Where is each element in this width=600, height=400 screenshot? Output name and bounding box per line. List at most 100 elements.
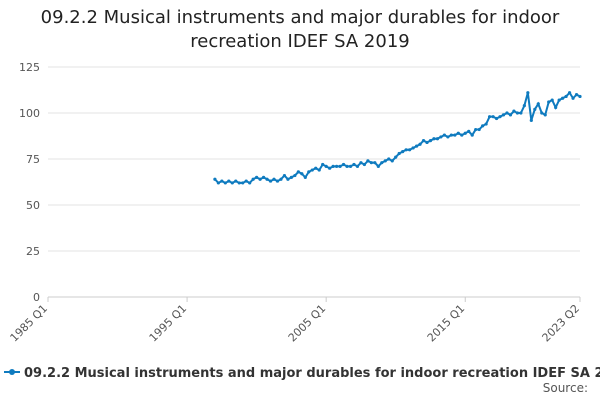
point bbox=[501, 113, 506, 117]
y-tick-label: 75 bbox=[26, 153, 40, 166]
point bbox=[533, 107, 537, 111]
x-tick-label: 2015 Q1 bbox=[425, 302, 468, 345]
point bbox=[536, 102, 540, 106]
point bbox=[390, 159, 394, 163]
point bbox=[567, 91, 572, 95]
point bbox=[394, 155, 398, 159]
legend-label: 09.2.2 Musical instruments and major dur… bbox=[24, 366, 600, 381]
point bbox=[230, 181, 234, 185]
point bbox=[484, 122, 488, 126]
point bbox=[261, 175, 266, 179]
point bbox=[418, 142, 422, 146]
point bbox=[494, 116, 499, 121]
point bbox=[474, 127, 478, 132]
point bbox=[460, 133, 464, 137]
point bbox=[435, 137, 440, 141]
point bbox=[300, 172, 304, 176]
point bbox=[251, 177, 255, 181]
point bbox=[554, 105, 558, 110]
point bbox=[223, 181, 227, 185]
y-tick-label: 50 bbox=[26, 199, 40, 212]
y-tick-label: 100 bbox=[19, 107, 40, 120]
y-tick-label: 125 bbox=[19, 61, 40, 74]
point bbox=[369, 161, 373, 165]
point bbox=[456, 131, 460, 135]
point bbox=[505, 111, 509, 115]
point bbox=[578, 94, 582, 99]
point bbox=[255, 175, 259, 179]
point bbox=[498, 115, 502, 119]
point bbox=[362, 162, 367, 167]
point bbox=[376, 164, 380, 168]
point bbox=[331, 164, 335, 168]
point bbox=[446, 135, 450, 139]
point bbox=[561, 96, 565, 100]
point bbox=[237, 181, 241, 185]
point bbox=[428, 139, 433, 143]
point bbox=[348, 164, 353, 168]
point bbox=[432, 137, 436, 141]
point bbox=[355, 164, 360, 168]
point bbox=[543, 113, 547, 117]
point bbox=[515, 111, 520, 115]
point bbox=[439, 135, 443, 139]
point bbox=[366, 159, 370, 163]
point bbox=[449, 133, 453, 137]
point bbox=[481, 124, 485, 128]
point bbox=[265, 177, 269, 181]
point bbox=[411, 146, 415, 150]
point bbox=[282, 173, 287, 178]
point bbox=[512, 109, 516, 113]
point bbox=[248, 181, 252, 185]
point bbox=[522, 104, 526, 108]
point bbox=[307, 170, 311, 174]
x-tick-label: 2005 Q1 bbox=[286, 302, 329, 345]
point bbox=[335, 164, 339, 168]
point bbox=[359, 161, 363, 165]
point bbox=[557, 98, 561, 102]
point bbox=[571, 96, 575, 100]
point bbox=[564, 94, 568, 99]
point bbox=[296, 170, 300, 174]
point bbox=[244, 179, 248, 183]
point bbox=[519, 111, 523, 115]
point bbox=[404, 148, 408, 152]
point bbox=[216, 181, 220, 185]
point bbox=[213, 177, 217, 181]
x-tick-label: 2023 Q2 bbox=[540, 302, 583, 345]
point bbox=[408, 148, 412, 152]
point bbox=[487, 115, 492, 119]
point bbox=[547, 100, 551, 104]
point bbox=[310, 168, 314, 172]
point bbox=[258, 177, 262, 181]
point bbox=[401, 150, 405, 154]
point bbox=[442, 133, 446, 137]
source: Source: bbox=[543, 381, 588, 395]
series-line bbox=[214, 91, 581, 185]
point bbox=[227, 179, 231, 183]
point bbox=[234, 179, 238, 183]
point bbox=[303, 175, 307, 179]
point bbox=[470, 133, 474, 137]
point bbox=[321, 162, 325, 167]
point bbox=[380, 161, 384, 165]
point bbox=[508, 113, 513, 117]
point bbox=[352, 162, 356, 167]
y-tick-label: 0 bbox=[33, 291, 40, 304]
point bbox=[387, 157, 391, 161]
point bbox=[491, 115, 495, 119]
point bbox=[383, 159, 387, 163]
point bbox=[373, 161, 377, 165]
point bbox=[529, 118, 533, 122]
point bbox=[289, 175, 293, 179]
point bbox=[574, 93, 579, 97]
point bbox=[275, 179, 280, 183]
point bbox=[220, 179, 224, 183]
x-tick-label: 1995 Q1 bbox=[147, 302, 190, 345]
point bbox=[324, 164, 328, 168]
x-tick-label: 1985 Q1 bbox=[8, 302, 51, 345]
point bbox=[241, 181, 245, 185]
point bbox=[314, 166, 318, 170]
